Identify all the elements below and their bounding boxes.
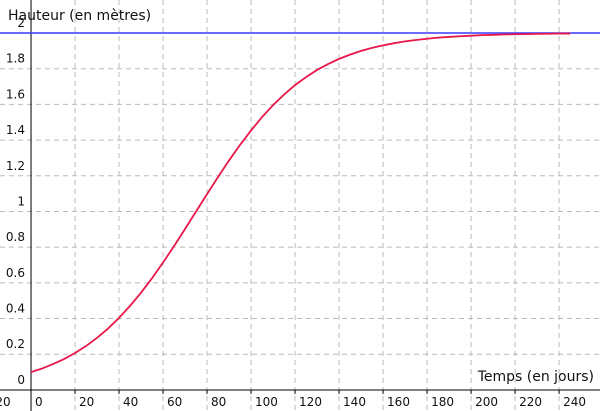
x-tick-label: 180 bbox=[431, 395, 454, 409]
y-tick-label: 1.8 bbox=[6, 52, 25, 66]
x-tick-label: 120 bbox=[299, 395, 322, 409]
x-tick-label: 140 bbox=[343, 395, 366, 409]
y-tick-label: 0.8 bbox=[6, 230, 25, 244]
y-tick-label: 0.6 bbox=[6, 266, 25, 280]
y-tick-label: 1.4 bbox=[6, 123, 25, 137]
x-tick-label: 240 bbox=[563, 395, 586, 409]
x-tick-label: 60 bbox=[167, 395, 182, 409]
x-tick-label: 40 bbox=[123, 395, 138, 409]
y-tick-label: 1.2 bbox=[6, 159, 25, 173]
y-tick-label: 0.4 bbox=[6, 302, 25, 316]
x-tick-label: -20 bbox=[0, 395, 11, 409]
x-tick-label: 0 bbox=[35, 395, 43, 409]
curve bbox=[30, 32, 571, 373]
x-axis-title: Temps (en jours) bbox=[477, 369, 594, 385]
y-tick-label: 2 bbox=[17, 16, 25, 30]
y-tick-label: 1.6 bbox=[6, 87, 25, 101]
y-tick-label: 1 bbox=[17, 194, 25, 208]
x-tick-label: 100 bbox=[255, 395, 278, 409]
y-axis-title: Hauteur (en mètres) bbox=[8, 8, 151, 24]
x-tick-label: 80 bbox=[211, 395, 226, 409]
x-tick-label: 200 bbox=[475, 395, 498, 409]
x-tick-label: 160 bbox=[387, 395, 410, 409]
x-tick-label: 20 bbox=[79, 395, 94, 409]
y-tick-label: 0.2 bbox=[6, 337, 25, 351]
x-tick-label: 220 bbox=[519, 395, 542, 409]
y-tick-label: 0 bbox=[17, 373, 25, 387]
